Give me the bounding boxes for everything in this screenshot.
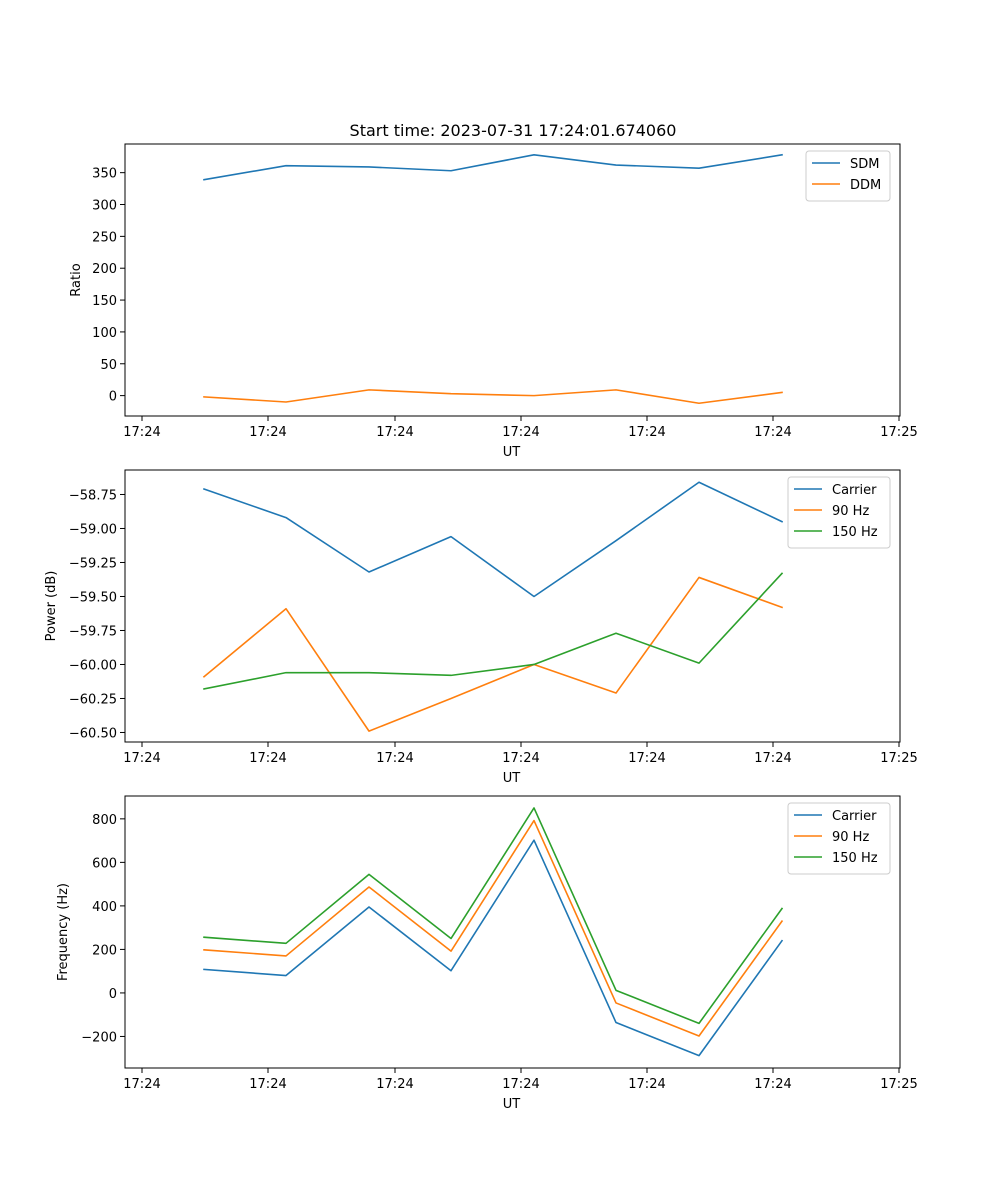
y-tick-label: 400 xyxy=(92,900,117,915)
series-line-150-hz xyxy=(203,572,784,690)
x-tick-label: 17:24 xyxy=(754,425,791,440)
y-tick-label: 300 xyxy=(92,199,117,214)
x-tick-label: 17:24 xyxy=(628,425,665,440)
series-line-carrier xyxy=(202,481,784,598)
axes-frame xyxy=(124,469,901,743)
series-line-90-hz xyxy=(202,576,784,732)
y-tick-label: 50 xyxy=(100,358,117,373)
x-tick-label: 17:24 xyxy=(376,751,413,766)
y-tick-label: −60.50 xyxy=(69,726,117,741)
y-axis-label: Frequency (Hz) xyxy=(56,883,71,981)
y-tick-label: −59.00 xyxy=(69,522,117,537)
legend: SDM DDM xyxy=(805,150,891,202)
series-line-sdm xyxy=(203,153,783,181)
series-line-150-hz xyxy=(203,807,784,1025)
y-tick-label: 600 xyxy=(92,856,117,871)
x-tick-label: 17:24 xyxy=(502,425,539,440)
legend-label: Carrier xyxy=(832,483,877,498)
y-axis-label: Ratio xyxy=(69,263,84,296)
y-tick-label: −200 xyxy=(81,1030,117,1045)
y-tick-label: −58.75 xyxy=(69,488,117,503)
legend-label: 150 Hz xyxy=(832,851,878,866)
chart-title: Start time: 2023-07-31 17:24:01.674060 xyxy=(350,121,677,140)
y-tick-label: 150 xyxy=(92,294,117,309)
axes-frame xyxy=(124,143,901,417)
x-axis-label: UT xyxy=(503,445,521,460)
subplot-1: 17:24 17:24 17:24 17:24 17:24 17:24 17:25 UT 0 50… xyxy=(69,143,918,460)
y-tick-label: 350 xyxy=(92,167,117,182)
y-tick-label: −60.00 xyxy=(69,658,117,673)
y-axis-label: Power (dB) xyxy=(44,571,59,642)
y-tick-label: −60.25 xyxy=(69,692,117,707)
legend-label: Carrier xyxy=(832,809,877,824)
y-tick-label: 100 xyxy=(92,326,117,341)
legend-label: SDM xyxy=(850,157,879,172)
subplot-2: 17:24 17:24 17:24 17:24 17:24 17:24 17:25 UT −58… xyxy=(44,469,918,786)
x-tick-label: 17:25 xyxy=(880,425,917,440)
x-tick-label: 17:24 xyxy=(249,1077,286,1092)
subplot-3: 17:24 17:24 17:24 17:24 17:24 17:24 17:25 UT 800… xyxy=(56,795,918,1112)
y-tick-label: −59.50 xyxy=(69,590,117,605)
x-tick-label: 17:24 xyxy=(376,1077,413,1092)
x-tick-label: 17:24 xyxy=(123,751,160,766)
x-tick-label: 17:24 xyxy=(628,751,665,766)
legend-label: 90 Hz xyxy=(832,504,869,519)
x-tick-label: 17:24 xyxy=(249,425,286,440)
y-tick-label: −59.75 xyxy=(69,624,117,639)
x-axis-label: UT xyxy=(503,771,521,786)
series-line-carrier xyxy=(203,839,784,1057)
x-tick-label: 17:25 xyxy=(880,751,917,766)
legend-label: 90 Hz xyxy=(832,830,869,845)
y-tick-label: 0 xyxy=(109,390,117,405)
y-tick-label: 200 xyxy=(92,262,117,277)
x-axis-label: UT xyxy=(503,1097,521,1112)
x-tick-label: 17:24 xyxy=(754,1077,791,1092)
y-tick-label: 250 xyxy=(92,230,117,245)
legend-label: DDM xyxy=(850,178,881,193)
y-tick-label: −59.25 xyxy=(69,556,117,571)
axes-frame xyxy=(124,795,901,1069)
y-tick-label: 0 xyxy=(109,987,117,1002)
x-tick-label: 17:24 xyxy=(123,425,160,440)
x-tick-label: 17:24 xyxy=(502,1077,539,1092)
y-tick-label: 800 xyxy=(92,813,117,828)
legend-label: 150 Hz xyxy=(832,525,878,540)
x-tick-label: 17:24 xyxy=(628,1077,665,1092)
x-tick-label: 17:24 xyxy=(376,425,413,440)
x-tick-label: 17:25 xyxy=(880,1077,917,1092)
x-tick-label: 17:24 xyxy=(249,751,286,766)
y-tick-label: 200 xyxy=(92,943,117,958)
x-tick-label: 17:24 xyxy=(502,751,539,766)
legend: Carrier 90 Hz 150 Hz xyxy=(787,476,891,549)
series-line-90-hz xyxy=(203,819,784,1037)
legend: Carrier 90 Hz 150 Hz xyxy=(787,802,891,875)
series-line-ddm xyxy=(203,389,783,405)
x-tick-label: 17:24 xyxy=(123,1077,160,1092)
x-tick-label: 17:24 xyxy=(754,751,791,766)
